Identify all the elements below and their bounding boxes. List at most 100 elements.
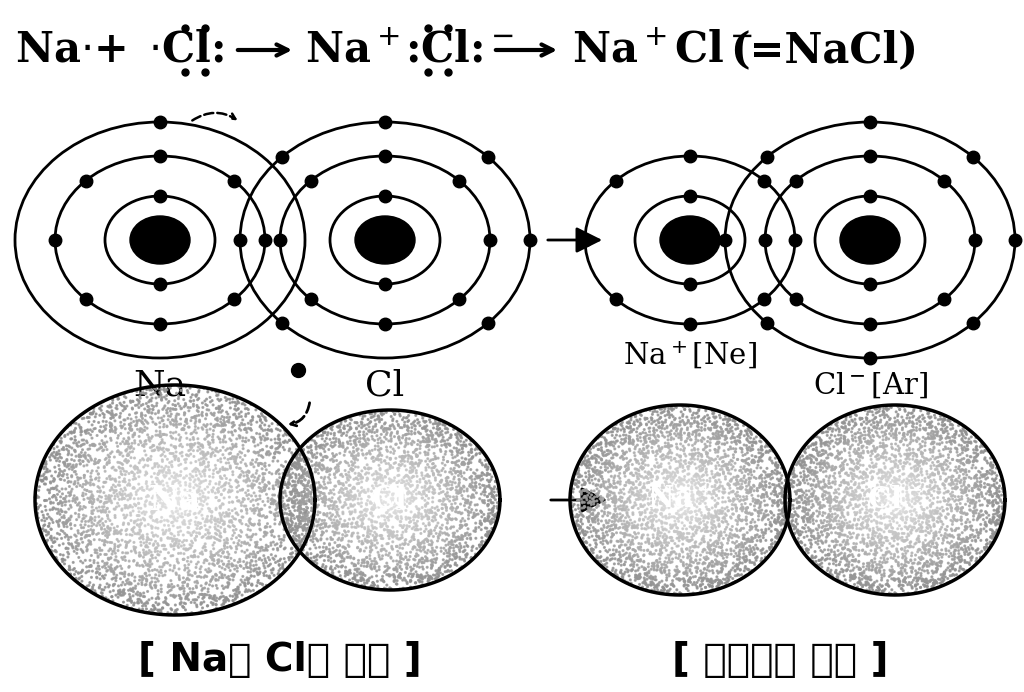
Point [708,453,724,464]
Point [836,475,852,486]
Point [393,506,410,517]
Point [915,432,932,443]
Point [100,594,117,605]
Point [308,554,325,565]
Point [910,516,927,527]
Point [447,549,464,560]
Point [393,487,410,498]
Point [259,518,275,529]
Point [838,415,854,426]
Point [671,532,687,543]
Point [681,428,697,439]
Point [710,547,726,558]
Point [978,519,994,530]
Point [383,528,399,539]
Point [51,448,68,459]
Point [442,446,459,457]
Point [971,466,987,477]
Point [994,511,1011,522]
Point [711,528,727,539]
Point [397,437,414,448]
Point [371,561,387,572]
Point [914,565,931,576]
Point [39,495,55,506]
Point [56,457,73,468]
Point [121,594,137,605]
Point [154,512,170,523]
Point [200,586,216,597]
Point [290,531,306,542]
Point [743,509,760,520]
Point [150,462,166,473]
Point [463,480,479,491]
Point [163,430,179,441]
Point [242,525,258,536]
Point [296,498,312,509]
Point [144,463,161,474]
Point [110,556,126,567]
Point [418,441,434,453]
Point [335,488,351,499]
Point [412,457,428,468]
Point [694,432,711,444]
Point [966,514,982,525]
Point [97,536,114,547]
Point [119,444,135,455]
Point [326,433,342,444]
Point [215,449,231,460]
Point [34,475,50,486]
Point [455,457,471,468]
Point [712,464,728,475]
Point [56,458,73,469]
Point [863,435,880,446]
Point [819,496,836,507]
Point [347,507,364,518]
Point [617,480,634,491]
Point [697,406,714,417]
Point [724,426,740,437]
Point [447,558,464,569]
Point [218,473,234,484]
Point [924,556,940,567]
Point [669,486,685,498]
Point [382,453,398,464]
Point [606,569,623,580]
Point [252,411,268,422]
Point [662,509,678,520]
Point [433,446,450,457]
Point [682,507,698,518]
Point [695,444,712,455]
Point [703,512,720,523]
Text: Cl: Cl [366,368,404,402]
Point [738,507,755,518]
Point [376,408,392,419]
Point [466,509,482,520]
Point [403,452,420,463]
Point [176,576,193,588]
Point [265,563,282,574]
Point [183,588,200,599]
Point [186,576,203,588]
Point [271,555,288,566]
Point [846,446,862,457]
Point [636,563,652,574]
Point [978,468,994,480]
Point [611,549,628,561]
Point [341,480,357,491]
Point [788,486,805,498]
Point [626,436,642,447]
Point [395,430,412,441]
Point [42,504,58,516]
Point [238,559,254,570]
Point [966,508,982,519]
Point [827,509,844,520]
Point [886,532,902,543]
Point [646,439,663,450]
Point [837,551,853,562]
Point [221,508,238,519]
Point [822,568,839,579]
Point [307,466,324,477]
Point [62,486,79,497]
Point [642,548,658,559]
Point [439,518,456,529]
